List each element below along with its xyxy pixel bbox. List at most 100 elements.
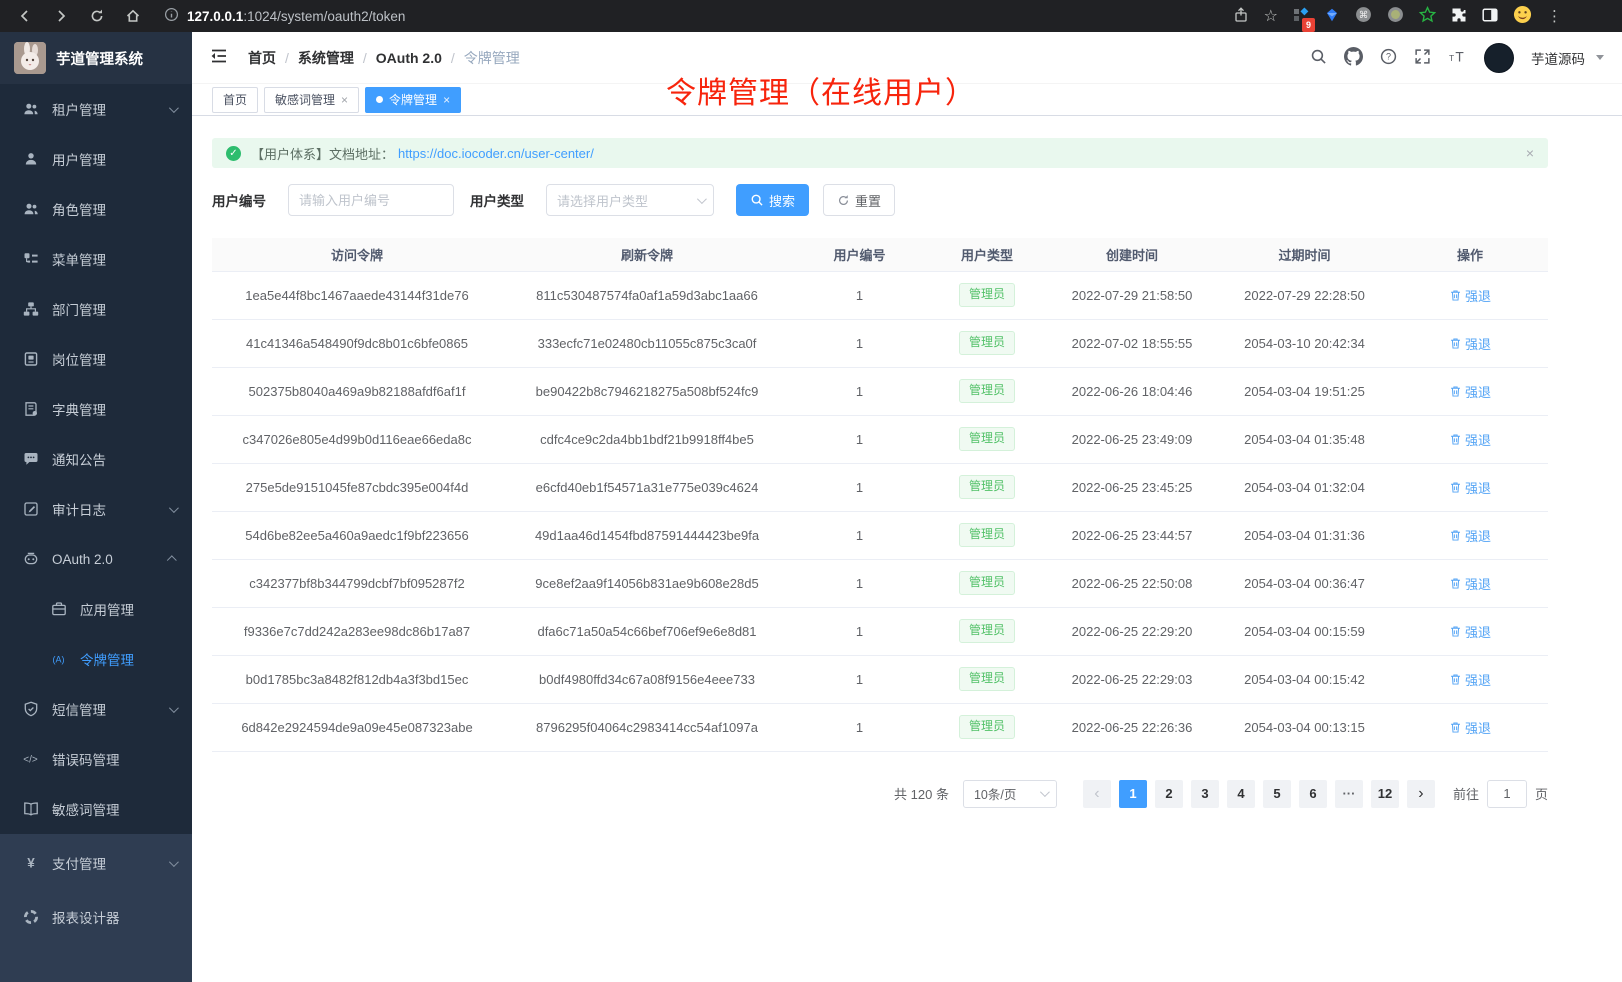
site-info-icon[interactable] [164,7,179,25]
user-menu-caret-icon[interactable] [1596,55,1604,60]
sidebar-item-notice[interactable]: 通知公告 [0,434,192,484]
page-button-5[interactable]: 5 [1262,779,1291,808]
browser-menu-icon[interactable]: ⋮ [1547,8,1562,25]
sidebar-item-menu[interactable]: 菜单管理 [0,234,192,284]
sidebar-item-errcode[interactable]: </> 错误码管理 [0,734,192,784]
sidebar-item-role[interactable]: 角色管理 [0,184,192,234]
page-size-select[interactable]: 10条/页 [962,779,1057,808]
fullscreen-icon[interactable] [1414,48,1431,68]
next-page-button[interactable]: › [1406,779,1435,808]
app-logo-row[interactable]: 芋道管理系统 [0,32,192,84]
table-row: 6d842e2924594de9a09e45e087323abe 8796295f… [212,703,1548,752]
force-logout-button[interactable]: 强退 [1449,718,1491,737]
sidebar-item-pay[interactable]: ¥ 支付管理 [0,836,192,890]
extension-blocks-icon[interactable]: 9 [1293,6,1315,32]
breadcrumb-separator: / [285,49,289,66]
sidebar-item-user[interactable]: 用户管理 [0,134,192,184]
sidebar-item-label: 审计日志 [52,503,106,518]
tab-首页[interactable]: 首页 [212,86,259,113]
alert-close-icon[interactable]: × [1525,145,1534,161]
force-logout-button[interactable]: 强退 [1449,334,1491,353]
user-avatar[interactable] [1484,42,1514,73]
force-logout-button[interactable]: 强退 [1449,382,1491,401]
breadcrumb: 首页 / 系统管理 / OAuth 2.0 / 令牌管理 [248,48,520,68]
sidebar-fold-icon[interactable] [210,48,228,67]
breadcrumb-item[interactable]: 首页 [248,49,276,66]
sidebar-item-sensitive[interactable]: 敏感词管理 [0,784,192,834]
search-button[interactable]: 搜索 [736,184,810,216]
help-icon[interactable]: ? [1380,48,1397,68]
gem-extension-icon[interactable] [1324,7,1340,26]
table-row: b0d1785bc3a8482f812db4a3f3bd15ec b0df4980… [212,655,1548,704]
green-star-extension-icon[interactable] [1418,5,1437,26]
action-cell: 强退 [1392,655,1548,704]
access-token-cell: 502375b8040a469a9b82188afdf6af1f [212,367,502,416]
create-time-cell: 2022-06-25 23:44:57 [1047,511,1217,560]
record-extension-icon[interactable] [1387,6,1404,26]
page-ellipsis[interactable]: ··· [1334,779,1363,808]
force-logout-button[interactable]: 强退 [1449,286,1491,305]
sidebar-item-token[interactable]: (A) 令牌管理 [0,634,192,684]
command-extension-icon[interactable]: ⌘ [1355,6,1372,26]
user-type-tag: 管理员 [958,667,1015,691]
sidebar-item-label: 令牌管理 [80,653,134,668]
refresh-token-cell: 9ce8ef2aa9f14056b831ae9b608e28d5 [502,559,792,608]
sidebar-item-app[interactable]: 应用管理 [0,584,192,634]
profile-avatar-icon[interactable] [1513,5,1532,27]
puzzle-extensions-icon[interactable] [1451,7,1467,26]
breadcrumb-item[interactable]: 系统管理 [297,49,354,66]
side-panel-icon[interactable] [1482,7,1498,26]
breadcrumb-item[interactable]: OAuth 2.0 [375,49,442,66]
force-logout-button[interactable]: 强退 [1449,478,1491,497]
page-button-1[interactable]: 1 [1118,779,1147,808]
user-name[interactable]: 芋道源码 [1531,51,1585,67]
address-bar[interactable]: 127.0.0.1:1024/system/oauth2/token [156,7,1223,25]
search-icon[interactable] [1310,48,1327,68]
sidebar-item-label: 敏感词管理 [52,803,120,818]
sidebar-item-tenant[interactable]: 租户管理 [0,84,192,134]
tab-敏感词管理[interactable]: 敏感词管理 × [264,86,360,113]
expire-time-cell: 2054-03-04 01:32:04 [1217,463,1392,512]
page-button-3[interactable]: 3 [1190,779,1219,808]
user-type-select[interactable]: 请选择用户类型 [546,184,714,216]
sms-icon [22,701,39,718]
force-logout-button[interactable]: 强退 [1449,622,1491,641]
page-button-6[interactable]: 6 [1298,779,1327,808]
forward-icon[interactable] [48,3,74,29]
sidebar-item-dept[interactable]: 部门管理 [0,284,192,334]
refresh-token-cell: b0df4980ffd34c67a08f9156e4eee733 [502,655,792,704]
sidebar-item-label: 字典管理 [52,403,106,418]
page-button-2[interactable]: 2 [1154,779,1183,808]
share-icon[interactable] [1233,6,1249,26]
force-logout-button[interactable]: 强退 [1449,574,1491,593]
sidebar-item-audit[interactable]: 审计日志 [0,484,192,534]
prev-page-button[interactable]: ‹ [1082,779,1111,808]
force-logout-button[interactable]: 强退 [1449,670,1491,689]
reset-button[interactable]: 重置 [823,184,896,216]
refresh-icon[interactable] [84,3,110,29]
sidebar-item-sms[interactable]: 短信管理 [0,684,192,734]
page-button-12[interactable]: 12 [1370,779,1399,808]
sidebar-item-report[interactable]: 报表设计器 [0,890,192,944]
tab-close-icon[interactable]: × [443,92,451,107]
tab-close-icon[interactable]: × [341,92,349,107]
doc-link[interactable]: https://doc.iocoder.cn/user-center/ [398,145,594,161]
bookmark-star-icon[interactable]: ☆ [1263,8,1278,25]
goto-page-input[interactable] [1486,779,1527,808]
back-icon[interactable] [12,3,38,29]
force-logout-button[interactable]: 强退 [1449,430,1491,449]
tab-令牌管理[interactable]: 令牌管理 × [365,86,462,113]
menu-icon [22,251,39,268]
sidebar-item-oauth[interactable]: OAuth 2.0 [0,534,192,584]
search-button-label: 搜索 [769,193,796,209]
sidebar-item-dict[interactable]: 字典管理 [0,384,192,434]
sidebar-item-label: 岗位管理 [52,353,106,368]
home-icon[interactable] [120,3,146,29]
user-id-input[interactable] [288,184,454,216]
force-logout-button[interactable]: 强退 [1449,526,1491,545]
sidebar-item-post[interactable]: 岗位管理 [0,334,192,384]
page-button-4[interactable]: 4 [1226,779,1255,808]
github-icon[interactable] [1344,46,1363,69]
